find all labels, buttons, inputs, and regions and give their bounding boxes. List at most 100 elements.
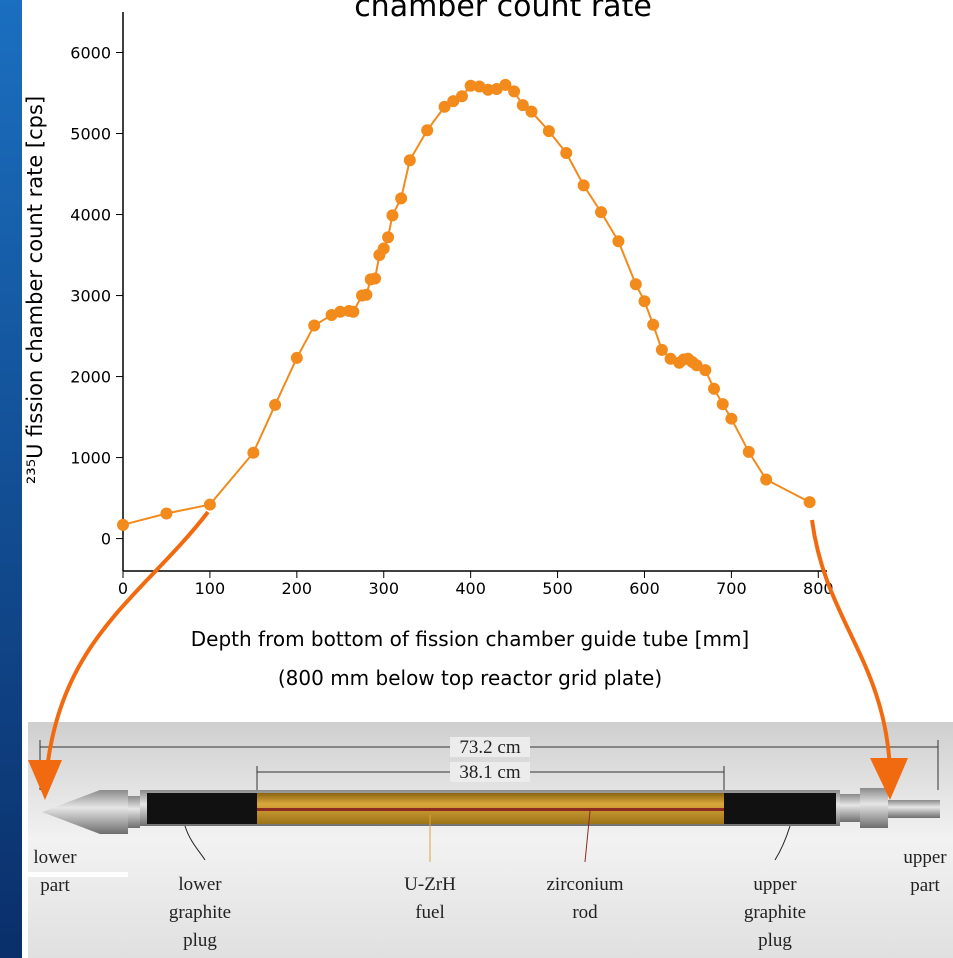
data-point xyxy=(577,179,590,192)
upper-end xyxy=(888,800,940,818)
diagram-label: rod xyxy=(572,902,598,923)
data-point xyxy=(516,99,529,112)
pointer-arrow-head xyxy=(28,760,62,800)
data-point xyxy=(647,318,660,331)
y-tick-label: 2000 xyxy=(70,368,111,387)
data-point xyxy=(377,242,390,255)
y-tick-label: 5000 xyxy=(70,125,111,144)
data-point xyxy=(269,398,282,411)
leader xyxy=(774,825,791,861)
data-point xyxy=(438,100,451,113)
x-axis-label: Depth from bottom of fission chamber gui… xyxy=(191,627,750,651)
x-tick-label: 600 xyxy=(629,579,660,598)
dimension-gap xyxy=(450,762,530,782)
diagram-label: lower xyxy=(178,874,222,895)
data-point xyxy=(612,235,625,248)
lower-end xyxy=(42,790,128,834)
side-bar xyxy=(0,0,22,958)
upper-end xyxy=(840,794,860,822)
pointer-arrow-head xyxy=(870,758,908,800)
data-point xyxy=(382,231,395,244)
data-line xyxy=(122,83,811,526)
x-tick-label: 500 xyxy=(542,579,573,598)
data-point xyxy=(421,124,434,137)
data-point xyxy=(403,154,416,167)
upper-graphite xyxy=(724,793,836,824)
leader xyxy=(184,825,206,861)
data-point xyxy=(117,518,129,531)
plot: 0 1000 2000 3000 4000 5000 6000 0 100 200 300 400 50… xyxy=(70,12,834,598)
rod-diagram: 73.2 cm 38.1 cm xyxy=(28,722,953,958)
lower-graphite xyxy=(147,793,257,824)
pointer-arrow xyxy=(810,519,892,771)
diagram-label: graphite xyxy=(169,902,231,923)
data-point xyxy=(499,78,512,91)
dimension-label: 38.1 cm xyxy=(459,762,520,783)
chart-title: chamber count rate xyxy=(354,0,652,24)
diagram-label: part xyxy=(910,875,940,896)
zirconium-rod xyxy=(257,808,724,811)
data-point xyxy=(455,90,468,103)
x-tick-label: 300 xyxy=(368,579,399,598)
leader xyxy=(584,810,591,863)
data-point xyxy=(803,496,816,509)
highlight xyxy=(28,872,128,877)
data-point xyxy=(160,507,173,520)
diagram-label: upper xyxy=(903,847,947,868)
data-point xyxy=(542,125,555,138)
diagram-label: plug xyxy=(758,930,792,951)
x-tick-label: 400 xyxy=(455,579,486,598)
data-point xyxy=(203,498,216,511)
data-point xyxy=(308,319,321,332)
diagram-background xyxy=(28,722,953,958)
dimension-gap xyxy=(450,737,530,757)
diagram-label: lower xyxy=(33,847,77,868)
lower-end xyxy=(128,796,140,828)
data-point xyxy=(655,343,668,356)
x-tick-label: 100 xyxy=(195,579,226,598)
y-tick-label: 6000 xyxy=(70,44,111,63)
x-tick-label: 800 xyxy=(803,579,834,598)
data-point xyxy=(247,446,260,459)
data-point xyxy=(708,382,721,395)
diagram-label: part xyxy=(40,875,70,896)
data-point xyxy=(742,445,755,458)
data-point xyxy=(638,295,651,308)
diagram-label: zirconium xyxy=(546,874,623,895)
data-point xyxy=(395,192,408,205)
y-tick-label: 3000 xyxy=(70,287,111,306)
data-point xyxy=(464,79,477,92)
diagram-label: graphite xyxy=(744,902,806,923)
data-point xyxy=(334,305,347,318)
pointer-arrow xyxy=(43,510,210,791)
data-point xyxy=(386,209,399,222)
data-point xyxy=(508,85,521,98)
y-tick-label: 1000 xyxy=(70,449,111,468)
x-tick-label: 700 xyxy=(716,579,747,598)
data-point xyxy=(290,351,303,364)
y-axis-label: ²³⁵U fission chamber count rate [cps] xyxy=(23,96,47,484)
diagram-label: U-ZrH xyxy=(404,874,456,895)
data-point xyxy=(482,83,495,96)
diagram-labels: lower part lower graphite plug U-ZrH fuel zirco… xyxy=(33,847,947,951)
data-point xyxy=(699,364,712,377)
x-tick-label: 200 xyxy=(282,579,313,598)
data-point xyxy=(716,398,729,411)
data-point xyxy=(629,278,642,291)
data-point xyxy=(347,305,360,318)
upper-end xyxy=(860,788,888,828)
x-tick-label: 0 xyxy=(118,579,128,598)
diagram-label: plug xyxy=(183,930,217,951)
x-axis-label: (800 mm below top reactor grid plate) xyxy=(278,666,662,690)
y-tick-label: 4000 xyxy=(70,206,111,225)
data-point xyxy=(595,206,608,219)
dimension-label: 73.2 cm xyxy=(459,737,520,758)
diagram-label: upper xyxy=(753,874,797,895)
diagram-label: fuel xyxy=(415,902,445,923)
y-tick-label: 0 xyxy=(101,530,111,549)
data-point xyxy=(725,412,738,425)
data-point xyxy=(525,105,538,118)
data-point xyxy=(369,272,382,285)
data-point xyxy=(360,288,373,301)
